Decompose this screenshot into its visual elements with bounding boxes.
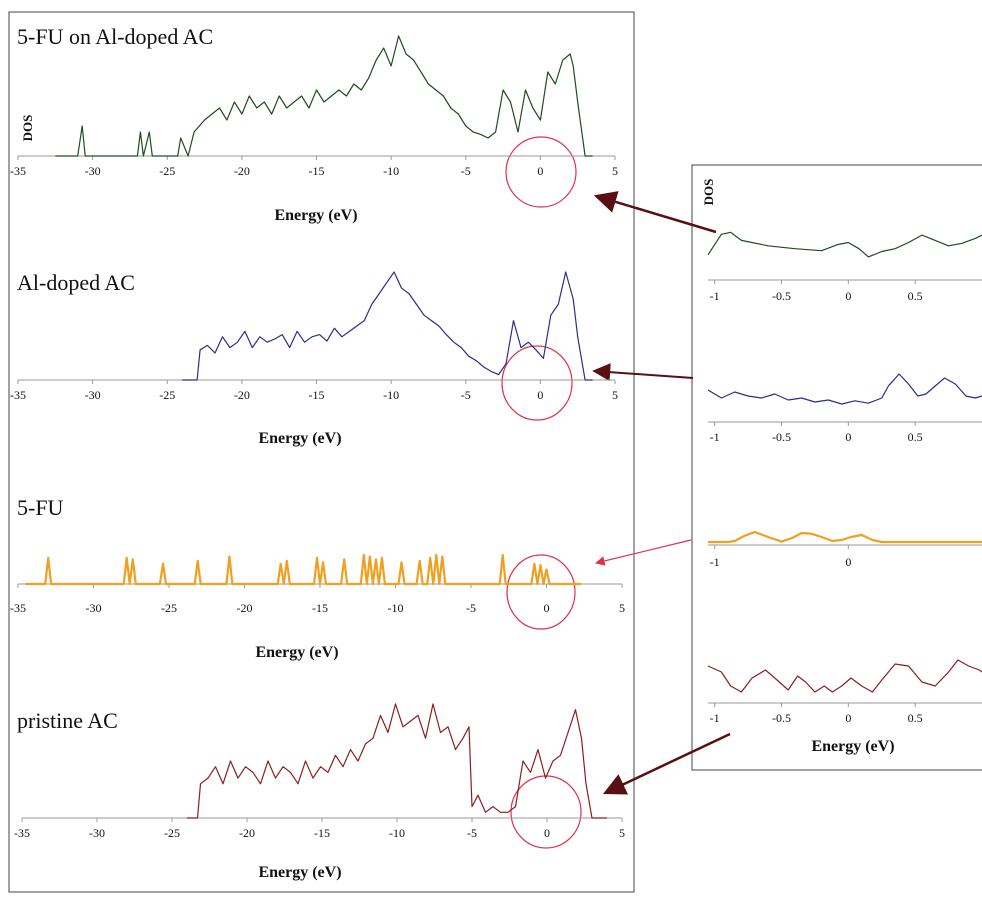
x-tick-label: -1 [710,289,720,303]
connector-arrow [592,363,694,382]
x-tick-label: -0.5 [772,711,791,725]
x-tick-label: 0 [544,601,550,615]
x-tick-label: 0 [845,555,851,569]
connector-arrow [595,539,692,566]
fermi-highlight-circle [501,345,573,421]
dos-series-line [187,703,607,819]
y-axis-label-dos: DOS [20,115,35,142]
dos-series-line [707,231,982,258]
x-tick-label: -5 [461,164,471,178]
x-tick-label: -10 [389,826,405,840]
title-al-doped-ac: Al-doped AC [17,270,135,295]
dos-series-line [707,373,982,405]
x-tick-label: -15 [309,164,325,178]
x-tick-label: 0 [537,388,543,402]
x-tick-label: 0 [845,289,851,303]
x-tick-label: -10 [388,601,404,615]
x-tick-label: -20 [234,164,250,178]
connector-arrow [602,732,731,795]
x-tick-label: -1 [710,711,720,725]
x-tick-label: -10 [383,164,399,178]
x-tick-label: -35 [10,388,26,402]
x-tick-label: -25 [159,164,175,178]
x-tick-label: -20 [239,826,255,840]
x-tick-label: -1 [710,555,720,569]
x-tick-label: -30 [86,601,102,615]
dos-series-line [707,659,982,693]
dos-series-line [25,553,582,586]
x-tick-label: -35 [10,164,26,178]
x-tick-label: -0.5 [772,289,791,303]
x-tick-label: -5 [461,388,471,402]
x-axis-label-p4: Energy (eV) [258,864,341,881]
title-pristine-ac: pristine AC [17,708,118,733]
x-tick-label: 5 [612,164,618,178]
zoom-panel-frame [691,164,982,771]
zoom-y-axis-label-dos: DOS [701,179,716,206]
x-tick-label: -30 [85,388,101,402]
x-tick-label: 0.5 [908,711,923,725]
x-tick-label: -35 [14,826,30,840]
x-tick-label: 0 [845,430,851,444]
x-tick-label: -35 [10,601,26,615]
x-tick-label: 0 [537,164,543,178]
x-tick-label: -25 [161,601,177,615]
x-tick-label: -25 [164,826,180,840]
x-tick-label: -20 [237,601,253,615]
x-tick-label: -0.5 [772,430,791,444]
fermi-highlight-circle [506,554,576,630]
x-tick-label: -5 [467,826,477,840]
plot-layer: -35 -30 -25 -20 -15 -10 -5 0 5-35 -30 -25 -20 -15 -10… [10,35,982,840]
x-axis-label-p3: Energy (eV) [255,644,338,661]
x-tick-label: -25 [159,388,175,402]
x-tick-label: -1 [710,430,720,444]
x-tick-label: -15 [314,826,330,840]
x-tick-label: -30 [89,826,105,840]
x-tick-label: -30 [85,164,101,178]
x-tick-label: 0.5 [908,430,923,444]
title-5fu-on-al-doped-ac: 5-FU on Al-doped AC [17,24,213,49]
x-tick-label: -15 [312,601,328,615]
x-axis-label-p2: Energy (eV) [258,430,341,447]
main-panel-frame [8,11,635,893]
x-tick-label: -20 [234,388,250,402]
x-tick-label: 5 [619,826,625,840]
fermi-highlight-circle [505,136,577,208]
x-tick-label: 0 [845,711,851,725]
zoom-x-axis-label: Energy (eV) [811,738,894,755]
dos-series-line [182,271,593,381]
x-tick-label: -15 [309,388,325,402]
x-tick-label: 0.5 [908,289,923,303]
title-5fu: 5-FU [17,495,64,520]
connector-arrow [593,191,717,234]
x-tick-label: -10 [383,388,399,402]
x-tick-label: -5 [466,601,476,615]
x-tick-label: 5 [619,601,625,615]
x-tick-label: 0 [544,826,550,840]
x-tick-label: 5 [612,388,618,402]
dos-series-line [55,35,593,157]
dos-series-line [708,530,982,544]
x-axis-label-p1: Energy (eV) [274,207,357,224]
